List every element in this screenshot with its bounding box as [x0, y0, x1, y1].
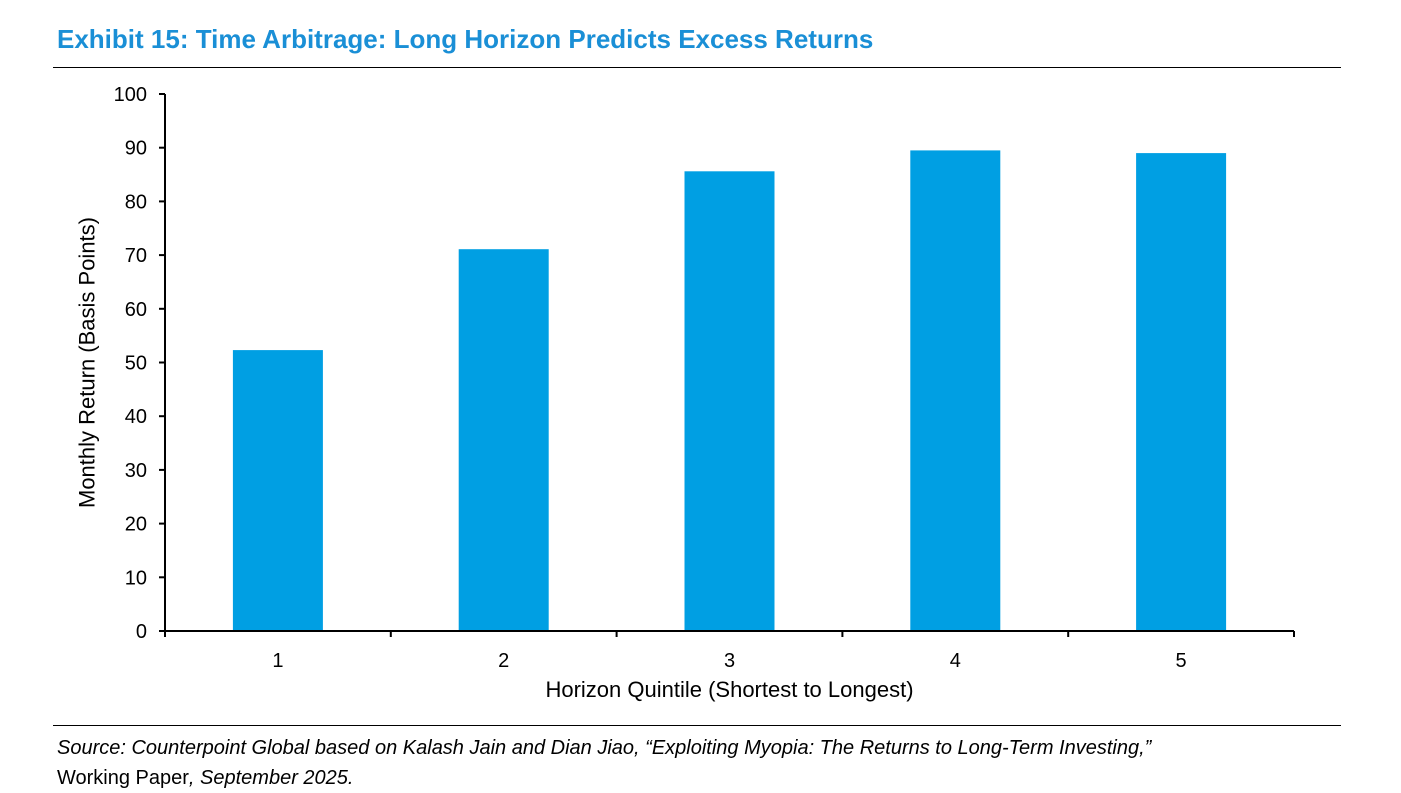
source-text: Source: Counterpoint Global based on Kal… [57, 737, 1152, 759]
title-divider [53, 67, 1341, 68]
bar-quintile-5 [1136, 153, 1227, 631]
bars-layer [232, 150, 1227, 632]
y-tick-label: 60 [125, 299, 147, 321]
bar-chart: 0 10 20 30 40 50 60 70 80 90 100 1 2 3 4 5 Horizon Quint… [75, 84, 1295, 702]
x-tick-label: 3 [724, 650, 735, 672]
y-tick-label: 30 [125, 460, 147, 482]
x-tick-label: 1 [272, 650, 283, 672]
labels-layer: 0 10 20 30 40 50 60 70 80 90 100 1 2 3 4 5 Horizon Quint… [75, 84, 1187, 702]
y-tick-label: 0 [136, 621, 147, 643]
y-tick-label: 90 [125, 138, 147, 160]
y-tick-label: 80 [125, 191, 147, 213]
y-tick-label: 50 [125, 353, 147, 375]
y-tick-label: 70 [125, 245, 147, 267]
source-divider [53, 725, 1341, 726]
axes-layer [159, 93, 1295, 637]
exhibit-title: Exhibit 15: Time Arbitrage: Long Horizon… [57, 24, 874, 54]
bar-quintile-1 [232, 350, 323, 631]
x-tick-label: 5 [1176, 650, 1187, 672]
y-axis-title: Monthly Return (Basis Points) [75, 217, 100, 508]
y-tick-label: 40 [125, 406, 147, 428]
y-tick-label: 100 [114, 84, 147, 106]
bar-quintile-3 [684, 171, 775, 632]
x-axis-title: Horizon Quintile (Shortest to Longest) [545, 677, 913, 702]
y-tick-label: 20 [125, 514, 147, 536]
bar-quintile-2 [458, 249, 549, 631]
source-note: Source: Counterpoint Global based on Kal… [57, 733, 1347, 793]
bar-quintile-4 [910, 150, 1001, 631]
source-publication-type: Working Paper [57, 767, 189, 789]
x-tick-label: 2 [498, 650, 509, 672]
y-tick-label: 10 [125, 567, 147, 589]
source-date: , September 2025. [188, 767, 354, 789]
x-tick-label: 4 [950, 650, 961, 672]
